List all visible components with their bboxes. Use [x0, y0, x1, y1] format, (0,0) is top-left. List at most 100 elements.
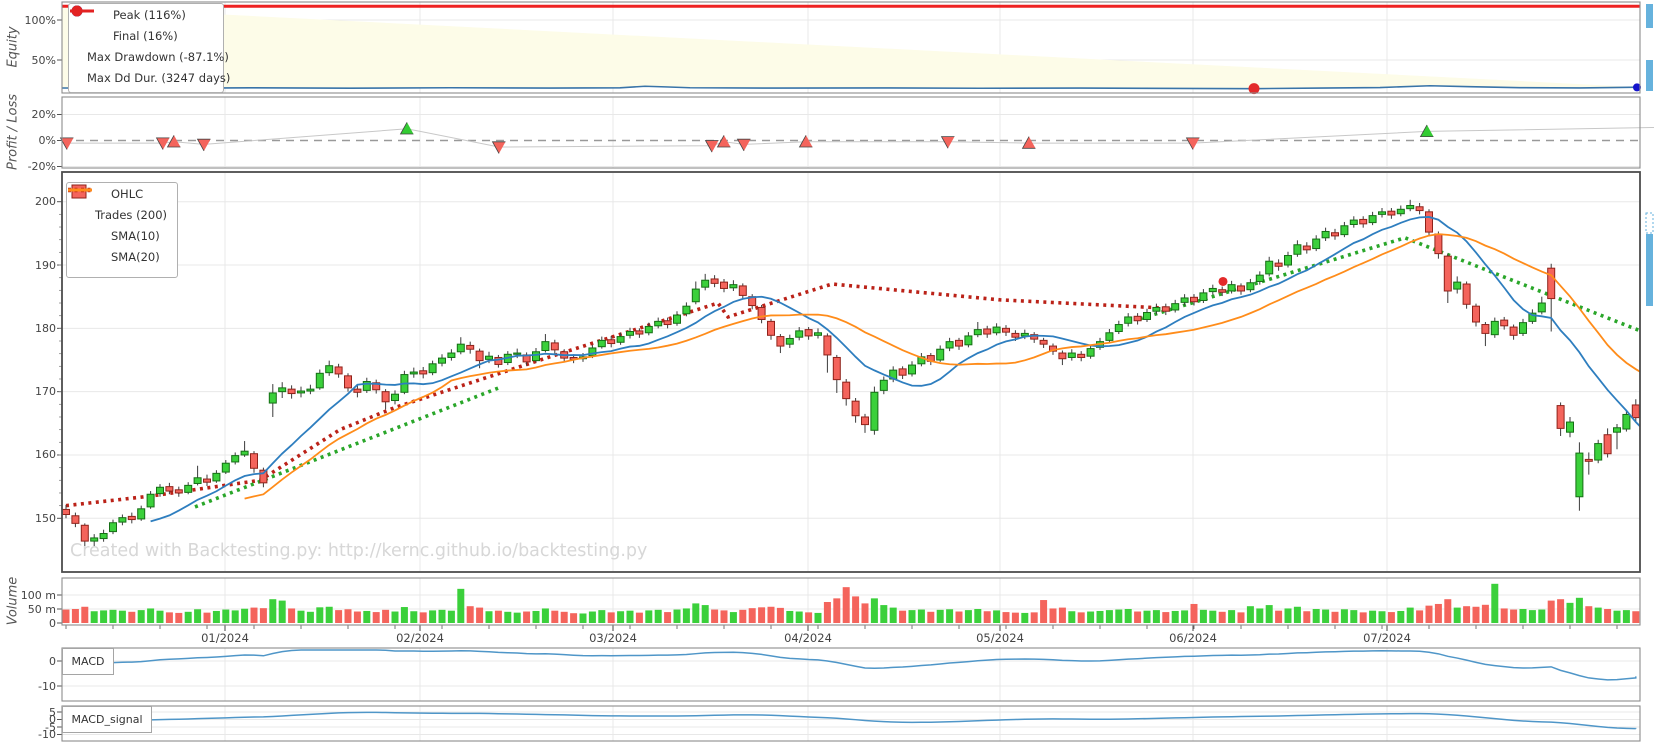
equity-legend[interactable]: Peak (116%) Final (16%) Max Drawdown (-87.… — [68, 3, 230, 93]
candle-bullish[interactable] — [1594, 443, 1603, 461]
candle-bearish[interactable] — [466, 344, 475, 350]
trade-marker-up[interactable] — [166, 135, 181, 148]
candle-bearish[interactable] — [832, 356, 841, 381]
candle-bearish[interactable] — [1359, 218, 1368, 225]
trade-marker-up[interactable] — [716, 135, 731, 148]
candle-bearish[interactable] — [804, 329, 813, 337]
candle-bullish[interactable] — [109, 522, 117, 533]
candle-bullish[interactable] — [513, 352, 522, 355]
candle-bullish[interactable] — [597, 339, 606, 348]
candle-bullish[interactable] — [1349, 219, 1358, 225]
candle-bullish[interactable] — [729, 284, 738, 289]
candle-bearish[interactable] — [1274, 262, 1283, 267]
candle-bearish[interactable] — [259, 469, 268, 484]
candle-bullish[interactable] — [1453, 281, 1462, 290]
candle-bullish[interactable] — [90, 537, 99, 542]
candle-bullish[interactable] — [1143, 312, 1151, 320]
candle-bullish[interactable] — [1537, 302, 1546, 313]
candle-bullish[interactable] — [278, 387, 287, 393]
candle-bearish[interactable] — [1387, 210, 1396, 216]
candle-bullish[interactable] — [325, 365, 334, 374]
candle-bullish[interactable] — [1613, 427, 1621, 433]
candle-bullish[interactable] — [691, 288, 700, 303]
trade-marker-down[interactable] — [704, 140, 719, 153]
trade-marker-down[interactable] — [736, 138, 751, 152]
candle-bullish[interactable] — [315, 372, 324, 389]
candle-bearish[interactable] — [898, 368, 907, 376]
candle-bullish[interactable] — [297, 390, 305, 394]
equity-legend-item[interactable]: Max Dd Dur. (3247 days) — [69, 9, 230, 88]
candle-bullish[interactable] — [973, 329, 982, 336]
candle-bullish[interactable] — [1284, 255, 1292, 266]
candle-bearish[interactable] — [1631, 404, 1640, 419]
candle-bullish[interactable] — [456, 343, 465, 353]
candle-bullish[interactable] — [428, 363, 437, 374]
candle-bearish[interactable] — [983, 328, 992, 335]
candle-bullish[interactable] — [1528, 312, 1537, 322]
equity-legend-item[interactable]: Max Drawdown (-87.1%) — [69, 5, 229, 67]
candle-bearish[interactable] — [1547, 267, 1556, 300]
candle-bearish[interactable] — [1556, 405, 1565, 429]
candle-bullish[interactable] — [1312, 238, 1321, 250]
candle-bullish[interactable] — [447, 352, 456, 358]
candle-bearish[interactable] — [1481, 324, 1490, 334]
candle-bullish[interactable] — [1246, 282, 1255, 291]
candle-bullish[interactable] — [1105, 332, 1114, 341]
candle-bullish[interactable] — [795, 330, 804, 338]
candle-bullish[interactable] — [992, 326, 1001, 334]
candle-bullish[interactable] — [438, 357, 446, 364]
candle-bullish[interactable] — [1575, 452, 1584, 498]
price-legend-item[interactable]: SMA(20) — [67, 188, 177, 267]
candle-bearish[interactable] — [344, 375, 352, 389]
candle-bullish[interactable] — [1114, 324, 1123, 333]
range-widget[interactable] — [1646, 4, 1653, 28]
candle-bearish[interactable] — [1603, 434, 1612, 455]
candle-bearish[interactable] — [842, 381, 851, 400]
candle-bearish[interactable] — [71, 515, 80, 524]
candle-bearish[interactable] — [174, 489, 183, 494]
trade-marker-up[interactable] — [1419, 124, 1434, 138]
candle-bullish[interactable] — [682, 305, 691, 315]
candle-bearish[interactable] — [1462, 283, 1471, 305]
candle-bullish[interactable] — [1321, 230, 1330, 239]
candle-bullish[interactable] — [137, 508, 146, 520]
candle-bullish[interactable] — [626, 331, 634, 336]
equity-legend-item[interactable]: Final (16%) — [69, 5, 223, 46]
candle-bullish[interactable] — [268, 392, 277, 404]
candle-bearish[interactable] — [757, 306, 766, 320]
candle-bearish[interactable] — [1133, 315, 1142, 322]
candle-bearish[interactable] — [1302, 245, 1311, 251]
candle-bearish[interactable] — [353, 388, 362, 393]
candle-bullish[interactable] — [1378, 211, 1386, 215]
candle-bearish[interactable] — [710, 278, 719, 284]
candle-bearish[interactable] — [738, 285, 747, 296]
candle-bearish[interactable] — [1331, 232, 1339, 237]
candle-bearish[interactable] — [1011, 332, 1020, 338]
candle-bullish[interactable] — [541, 341, 550, 352]
candle-bullish[interactable] — [870, 391, 879, 431]
candle-bullish[interactable] — [485, 355, 493, 360]
candle-bearish[interactable] — [287, 388, 296, 395]
candle-bearish[interactable] — [1415, 206, 1424, 212]
candle-bullish[interactable] — [1622, 413, 1631, 430]
candle-bullish[interactable] — [212, 472, 221, 482]
candle-bearish[interactable] — [80, 524, 89, 542]
candle-bullish[interactable] — [1490, 320, 1499, 336]
candle-bullish[interactable] — [1642, 394, 1649, 415]
candle-bearish[interactable] — [1500, 319, 1509, 327]
candle-bullish[interactable] — [306, 388, 315, 392]
candle-bearish[interactable] — [663, 320, 672, 326]
candle-bullish[interactable] — [908, 364, 916, 375]
candle-bullish[interactable] — [964, 335, 973, 346]
candle-bullish[interactable] — [644, 325, 653, 334]
candle-bullish[interactable] — [1124, 316, 1133, 324]
candle-bullish[interactable] — [588, 347, 597, 357]
candle-bullish[interactable] — [785, 337, 794, 345]
candle-bearish[interactable] — [776, 336, 785, 347]
candle-bullish[interactable] — [193, 477, 202, 484]
candle-bullish[interactable] — [879, 379, 888, 391]
price-legend-item[interactable]: Trades (200) — [67, 187, 177, 225]
trade-marker-up[interactable] — [399, 122, 414, 135]
candle-bearish[interactable] — [607, 339, 616, 345]
trade-marker-down[interactable] — [1185, 137, 1200, 150]
